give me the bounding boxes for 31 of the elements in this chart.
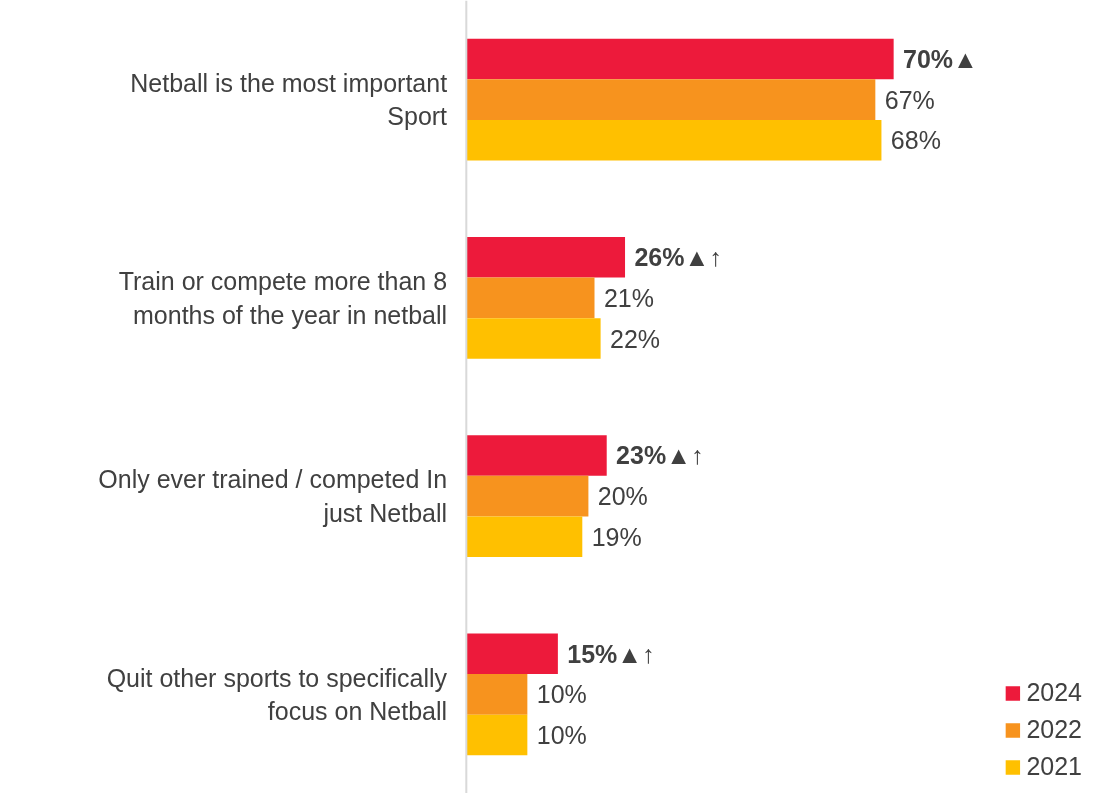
y-tick-label: Quit other sports to specifically focus on Netball	[106, 663, 448, 726]
data-label: 67%	[884, 85, 935, 114]
legend-label: 2021	[1026, 752, 1082, 781]
data-label: 20%	[597, 482, 648, 511]
data-label: 70%▲	[903, 44, 978, 73]
bar	[466, 475, 589, 517]
data-label: 21%	[603, 283, 654, 312]
data-label: 26%▲↑	[634, 243, 722, 272]
bar	[466, 674, 528, 715]
bar	[466, 516, 583, 558]
bar	[466, 79, 876, 120]
bar	[466, 633, 558, 675]
data-label: 68%	[890, 126, 941, 155]
data-label: 10%	[536, 680, 587, 709]
bar	[466, 236, 626, 278]
data-label: 19%	[591, 522, 642, 551]
y-tick-label: Only ever trained / competed In just Netball	[98, 465, 448, 527]
legend-label: 2022	[1026, 715, 1082, 744]
bar	[466, 714, 528, 756]
bar	[466, 38, 894, 80]
bar	[466, 435, 607, 476]
y-tick-label: Netball is the most important Sport	[130, 68, 448, 131]
legend-label: 2024	[1026, 678, 1082, 707]
data-label: 10%	[536, 721, 587, 750]
bar	[466, 277, 595, 319]
y-tick-label: Train or compete more than 8 months of the year in netball	[118, 267, 448, 329]
bar	[466, 318, 601, 359]
data-label: 23%▲↑	[616, 441, 704, 470]
bar	[466, 119, 882, 161]
data-label: 15%▲↑	[567, 639, 655, 668]
data-label: 22%	[610, 324, 661, 353]
